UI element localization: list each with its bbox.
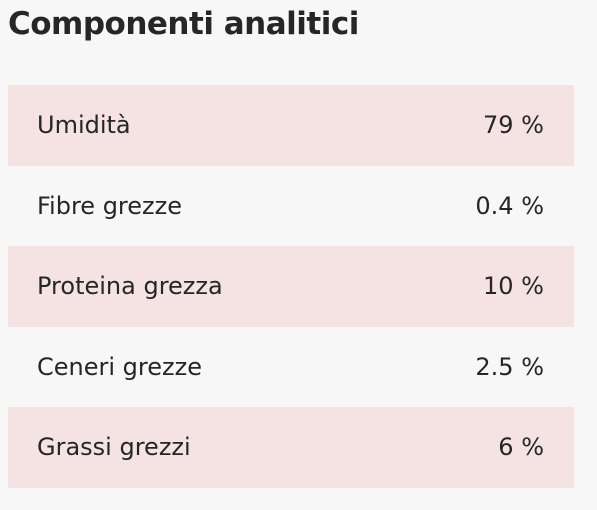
row-label: Umidità: [37, 111, 131, 140]
row-label: Ceneri grezze: [37, 352, 202, 381]
row-value: 79 %: [483, 111, 544, 140]
row-label: Grassi grezzi: [37, 433, 191, 462]
row-label: Fibre grezze: [37, 191, 182, 220]
table-row-umidita: Umidità 79 %: [8, 85, 574, 166]
section-title: Componenti analitici: [8, 6, 359, 42]
table-row-fibre-grezze: Fibre grezze 0.4 %: [8, 166, 574, 247]
row-value: 10 %: [483, 272, 544, 301]
analytical-components-table: Umidità 79 % Fibre grezze 0.4 % Proteina…: [8, 85, 574, 488]
table-row-ceneri-grezze: Ceneri grezze 2.5 %: [8, 327, 574, 408]
row-label: Proteina grezza: [37, 272, 223, 301]
row-value: 2.5 %: [475, 352, 544, 381]
row-value: 0.4 %: [475, 191, 544, 220]
table-row-grassi-grezzi: Grassi grezzi 6 %: [8, 407, 574, 488]
row-value: 6 %: [498, 433, 544, 462]
table-row-proteina-grezza: Proteina grezza 10 %: [8, 246, 574, 327]
